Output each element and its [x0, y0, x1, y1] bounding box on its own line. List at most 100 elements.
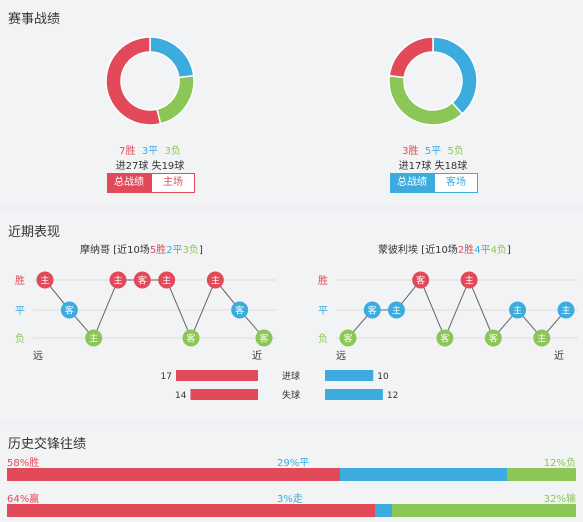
history-result-bar [7, 468, 576, 481]
away-match-venue: 主 [465, 275, 474, 287]
home-goals: 进27球 失19球 [115, 161, 185, 172]
away-goals: 进17球 失18球 [398, 161, 468, 172]
history-panel: 历史交锋往绩 58%胜 29%平 12%负 64%赢 3%走 32%输 [0, 425, 583, 522]
home-draw-slice [149, 36, 195, 79]
record-title: 赛事战绩 [8, 12, 61, 27]
home-form-d: 2平 [166, 245, 183, 256]
away-near-label: 近 [554, 349, 564, 362]
history-win-segment [7, 468, 341, 481]
away-match-dot [557, 301, 575, 319]
away-team-name: 蒙彼利埃 [378, 245, 418, 256]
history-lose-segment [392, 504, 576, 517]
home-win: 7胜 [119, 146, 136, 157]
away-match-dot [363, 301, 381, 319]
home-match-venue: 主 [40, 275, 49, 287]
home-match-dot [133, 271, 151, 289]
away-loss-slice [388, 74, 464, 126]
home-match-dot [255, 329, 273, 347]
home-row-label-W: 胜 [15, 275, 25, 287]
history-draw-pct: 29%平 [277, 458, 310, 469]
away-conceded-bar [325, 389, 383, 400]
away-draw-slice [432, 36, 478, 115]
away-match-venue: 主 [537, 333, 546, 345]
away-match-dot [387, 301, 405, 319]
history-draw-segment [340, 468, 508, 481]
home-form-title: 摩纳哥 [近10场5胜2平3负] [80, 241, 203, 256]
away-match-dot [484, 329, 502, 347]
home-match-venue: 主 [211, 275, 220, 287]
away-row-label-W: 胜 [318, 275, 328, 287]
home-match-dot [109, 271, 127, 289]
history-loss-segment [507, 468, 576, 481]
away-form-pre: [近10场 [418, 245, 458, 256]
tab-overall-away[interactable]: 总战绩 [390, 173, 434, 193]
away-match-dot [460, 271, 478, 289]
away-form-w: 2胜 [457, 245, 475, 256]
home-form-post: ] [198, 245, 203, 256]
away-form-post: ] [506, 245, 511, 256]
home-form-line [44, 279, 265, 340]
record-panel: 赛事战绩 7胜 3平 3负 进27球 失19球 总战绩 主场 3胜 5平 5负 … [0, 0, 583, 206]
home-row-label-L: 负 [15, 332, 25, 345]
home-donut [105, 36, 195, 126]
history-win-pct: 58%胜 [7, 458, 40, 469]
home-loss-slice [156, 74, 195, 125]
away-match-venue: 主 [392, 305, 401, 317]
home-match-venue: 客 [186, 333, 195, 345]
home-form-l: 3负 [182, 245, 199, 256]
away-row-label-L: 负 [318, 332, 328, 345]
home-match-dot [36, 271, 54, 289]
home-form-w: 5胜 [149, 245, 167, 256]
home-scored-bar [176, 370, 258, 381]
away-match-venue: 客 [416, 275, 425, 287]
away-loss: 5负 [447, 146, 464, 157]
home-loss: 3负 [164, 146, 181, 157]
home-match-dot [158, 271, 176, 289]
home-conceded-value: 14 [175, 391, 187, 401]
away-scored-bar [325, 370, 374, 381]
conceded-label: 失球 [282, 389, 300, 401]
home-row-label-D: 平 [15, 306, 25, 317]
home-conceded-bar [190, 389, 258, 400]
tab-overall[interactable]: 总战绩 [107, 173, 151, 193]
scored-label: 进球 [282, 370, 300, 382]
away-match-dot [436, 329, 454, 347]
home-far-label: 远 [33, 350, 43, 362]
away-match-venue: 客 [343, 333, 352, 345]
home-match-dot [182, 329, 200, 347]
away-row-label-D: 平 [318, 306, 328, 317]
away-match-dot [509, 301, 527, 319]
history-cover-segment [7, 504, 375, 517]
away-form-l: 4负 [490, 245, 507, 256]
away-conceded-value: 12 [387, 391, 398, 401]
history-push-segment [374, 504, 393, 517]
history-lose-pct: 32%输 [543, 494, 576, 505]
home-match-venue: 客 [259, 333, 268, 345]
home-record: 7胜 3平 3负 进27球 失19球 总战绩 主场 [60, 36, 240, 206]
form-charts: 胜平负主客主主客主客主客客远近 胜平负 客客 主客客主客主主主远近 17 进球 1014… [15, 271, 578, 401]
history-push-pct: 3%走 [277, 494, 303, 505]
away-form-line [347, 278, 567, 340]
away-win-slice [388, 36, 434, 79]
away-donut [388, 36, 478, 126]
away-match-dot [533, 329, 551, 347]
away-far-label: 远 [336, 350, 346, 362]
tab-home[interactable]: 主场 [151, 173, 195, 193]
home-match-dot [231, 301, 249, 319]
away-wdl: 3胜 5平 5负 [343, 142, 523, 157]
home-match-dot [60, 301, 78, 319]
tab-away[interactable]: 客场 [434, 173, 478, 193]
away-form-d: 4平 [474, 245, 491, 256]
home-win-slice [105, 36, 162, 126]
home-wdl: 7胜 3平 3负 [60, 142, 240, 157]
home-scored-value: 17 [161, 372, 172, 382]
home-team-name: 摩纳哥 [80, 245, 110, 256]
away-match-dot [412, 271, 430, 289]
home-draw: 3平 [141, 146, 159, 157]
home-match-venue: 主 [89, 333, 98, 345]
away-win: 3胜 [402, 146, 419, 157]
away-match-venue: 主 [561, 305, 570, 317]
away-draw: 5平 [424, 146, 442, 157]
home-match-venue: 客 [235, 305, 244, 317]
home-match-venue: 客 [65, 305, 74, 317]
